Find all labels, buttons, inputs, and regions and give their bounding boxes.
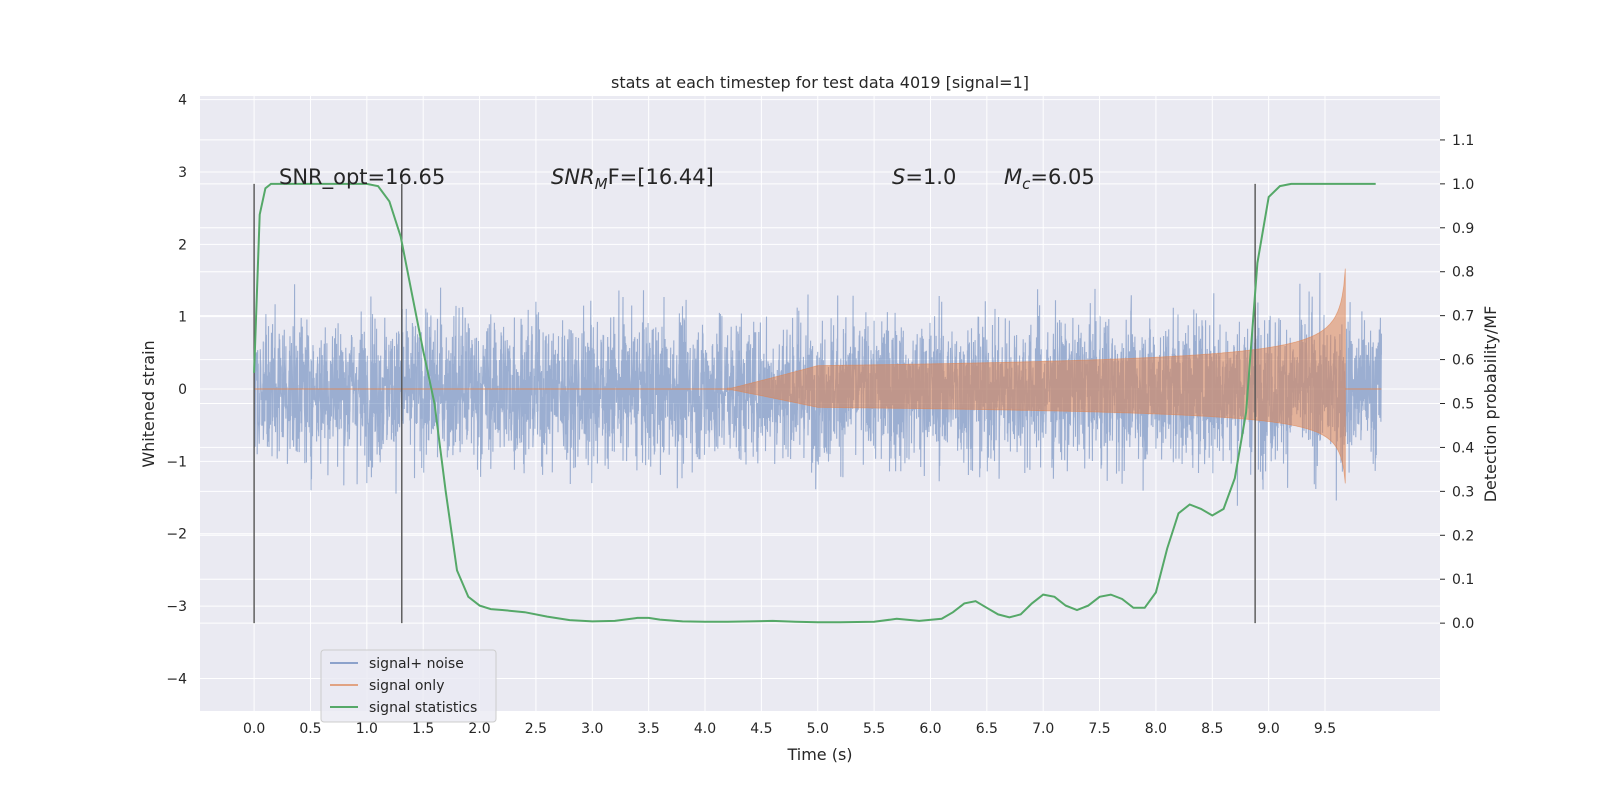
legend-box (320, 649, 497, 723)
annotation-mc-val: =6.05 (1030, 165, 1094, 189)
annotation-mc-var: M (1004, 165, 1022, 189)
annotation-mc-sub: c (1022, 175, 1031, 193)
y-tick-label-right: 0.4 (1452, 440, 1474, 456)
annotation-s-val: =1.0 (905, 165, 956, 189)
y-axis-label-left: Whitened strain (139, 340, 158, 467)
x-tick-label: 9.5 (1314, 721, 1336, 737)
x-tick-label: 1.5 (412, 721, 434, 737)
y-tick-label-left: −4 (166, 671, 187, 687)
x-tick-label: 5.0 (807, 721, 829, 737)
x-tick-label: 2.5 (525, 721, 547, 737)
y-tick-label-right: 0.2 (1452, 528, 1474, 544)
x-tick-label: 0.5 (299, 721, 321, 737)
signal-statistics-line (253, 182, 1376, 624)
y-tick-label-left: 3 (178, 165, 187, 181)
y-tick-label-left: −3 (166, 599, 187, 615)
annotation-snr-mf-rest: F=[16.44] (608, 165, 714, 189)
y-tick-label-right: 0.7 (1452, 309, 1474, 325)
legend-label-signal-noise: signal+ noise (369, 656, 464, 672)
tick-labels: 0.0 0.5 1.0 1.5 2.0 2.5 3.0 3.5 4.0 4.5 5.0 5.5 6.0 6… (166, 93, 1474, 737)
x-tick-label: 8.0 (1145, 721, 1167, 737)
legend-label-signal-statistics: signal statistics (369, 700, 477, 716)
y-tick-label-left: −2 (166, 527, 187, 543)
y-tick-label-right: 0.1 (1452, 572, 1474, 588)
series-signal-only (254, 268, 1382, 484)
y-tick-label-left: 1 (178, 310, 187, 326)
annotation-s: S=1.0 (892, 165, 956, 189)
x-axis-label: Time (s) (786, 745, 852, 764)
x-tick-label: 1.0 (356, 721, 378, 737)
x-tick-label: 8.5 (1201, 721, 1223, 737)
annotation-mc: Mc=6.05 (1004, 165, 1095, 193)
annotation-snr-mf-sub: M (595, 175, 608, 193)
y-tick-label-right: 0.9 (1452, 221, 1474, 237)
y-tick-label-left: −1 (166, 454, 187, 470)
legend-label-signal-only: signal only (369, 678, 444, 694)
y-tick-label-right: 0.0 (1452, 616, 1474, 632)
signal-only-chirp (727, 268, 1346, 484)
annotation-s-var: S (892, 165, 905, 189)
x-tick-label: 2.0 (468, 721, 490, 737)
y-tick-label-left: 2 (178, 237, 187, 253)
x-tick-label: 9.0 (1258, 721, 1280, 737)
y-tick-label-right: 0.6 (1452, 353, 1474, 369)
chart-title: stats at each timestep for test data 401… (611, 73, 1029, 92)
x-tick-label: 6.5 (976, 721, 998, 737)
y-tick-label-right: 1.1 (1452, 133, 1474, 149)
x-tick-label: 7.5 (1088, 721, 1110, 737)
y-tick-label-left: 0 (178, 382, 187, 398)
legend: signal+ noise signal only signal statist… (320, 649, 497, 723)
x-tick-label: 4.0 (694, 721, 716, 737)
annotation-snr-opt: SNR_opt=16.65 (279, 165, 445, 190)
series-signal-statistics (253, 182, 1376, 624)
x-tick-label: 6.0 (919, 721, 941, 737)
annotation-snr-mf-base: SNR (551, 165, 595, 189)
y-tick-label-right: 1.0 (1452, 177, 1474, 193)
annotation-snr-mf: SNRMF=[16.44] (551, 165, 714, 193)
x-tick-label: 3.5 (638, 721, 660, 737)
vertical-markers (253, 183, 1256, 624)
x-tick-label: 5.5 (863, 721, 885, 737)
x-tick-label: 3.0 (581, 721, 603, 737)
x-tick-label: 4.5 (750, 721, 772, 737)
x-tick-label: 0.0 (243, 721, 265, 737)
y-tick-label-right: 0.5 (1452, 397, 1474, 413)
y-tick-label-left: 4 (178, 93, 187, 109)
y-axis-label-right: Detection probability/MF (1481, 306, 1500, 503)
y-tick-label-right: 0.3 (1452, 484, 1474, 500)
y-tick-label-right: 0.8 (1452, 265, 1474, 281)
x-tick-label: 7.0 (1032, 721, 1054, 737)
